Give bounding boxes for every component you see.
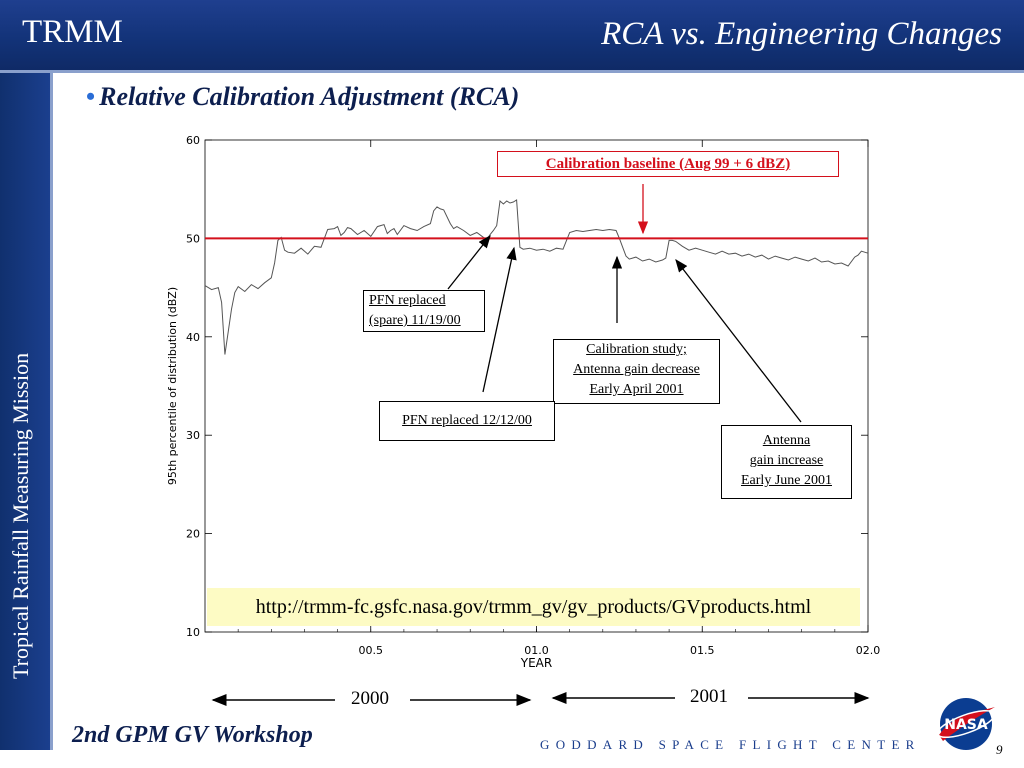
arrow-pfn-1212 bbox=[482, 246, 517, 393]
products-url[interactable]: http://trmm-fc.gsfc.nasa.gov/trmm_gv/gv_… bbox=[207, 588, 860, 626]
nasa-logo: NASA bbox=[936, 698, 996, 750]
x-tick-label: 01.0 bbox=[524, 644, 549, 657]
callout-study-line2: Antenna gain decrease bbox=[573, 362, 700, 377]
callout-study-line3: Early April 2001 bbox=[589, 382, 684, 397]
callout-pfn-spare: PFN replaced (spare) 11/19/00 bbox=[363, 290, 485, 332]
plot-frame bbox=[204, 139, 869, 633]
callout-antenna-line1: Antenna bbox=[762, 433, 811, 448]
sidebar: Tropical Rainfall Measuring Mission bbox=[0, 73, 53, 750]
rca-series-line bbox=[204, 199, 869, 355]
goddard-footer: GODDARD SPACE FLIGHT CENTER bbox=[540, 737, 921, 752]
page-number: 9 bbox=[996, 742, 1003, 757]
arrow-pfn-spare bbox=[447, 234, 491, 290]
y-tick-label: 10 bbox=[186, 626, 200, 639]
arrow-antenna-increase bbox=[675, 258, 802, 423]
x-tick-label: 02.0 bbox=[856, 644, 881, 657]
y-tick-label: 60 bbox=[186, 134, 200, 147]
callout-antenna-increase: Antenna gain increase Early June 2001 bbox=[721, 425, 852, 499]
y-tick-label: 30 bbox=[186, 429, 200, 442]
callout-pfn-1212: PFN replaced 12/12/00 bbox=[379, 401, 555, 441]
brand-title: TRMM bbox=[22, 14, 123, 50]
workshop-footer: 2nd GPM GV Workshop bbox=[72, 722, 313, 748]
callout-calibration-study: Calibration study; Antenna gain decrease… bbox=[553, 339, 720, 404]
bullet-heading: • Relative Calibration Adjustment (RCA) bbox=[86, 82, 519, 112]
nasa-logo-text: NASA bbox=[944, 717, 988, 733]
x-tick-label: 01.5 bbox=[690, 644, 715, 657]
y-tick-label: 50 bbox=[186, 232, 200, 245]
callout-pfn-spare-line1: PFN replaced bbox=[369, 293, 446, 308]
year-arrows bbox=[211, 692, 870, 706]
header-bar: TRMM RCA vs. Engineering Changes bbox=[0, 0, 1024, 73]
callout-antenna-line2: gain increase bbox=[749, 453, 824, 468]
slide-title: RCA vs. Engineering Changes bbox=[601, 16, 1002, 52]
x-axis-label: YEAR bbox=[520, 656, 552, 670]
year-label-2000: 2000 bbox=[351, 688, 389, 709]
sidebar-mission-text: Tropical Rainfall Measuring Mission bbox=[8, 352, 33, 679]
callout-baseline: Calibration baseline (Aug 99 + 6 dBZ) bbox=[497, 151, 839, 177]
year-label-2001: 2001 bbox=[690, 686, 728, 707]
callout-study-line1: Calibration study; bbox=[586, 342, 687, 357]
x-tick-label: 00.5 bbox=[359, 644, 384, 657]
bullet-text: Relative Calibration Adjustment (RCA) bbox=[99, 82, 520, 111]
callout-antenna-line3: Early June 2001 bbox=[741, 473, 832, 488]
y-axis-label: 95th percentile of distribution (dBZ) bbox=[166, 287, 179, 485]
callout-pfn-spare-line2: (spare) 11/19/00 bbox=[369, 313, 461, 328]
bullet-dot: • bbox=[86, 82, 96, 111]
y-tick-label: 20 bbox=[186, 528, 200, 541]
rca-chart: 10 20 30 40 50 60 00.5 01.0 01.5 02.0 YEAR 95th per… bbox=[166, 134, 881, 670]
y-tick-label: 40 bbox=[186, 331, 200, 344]
